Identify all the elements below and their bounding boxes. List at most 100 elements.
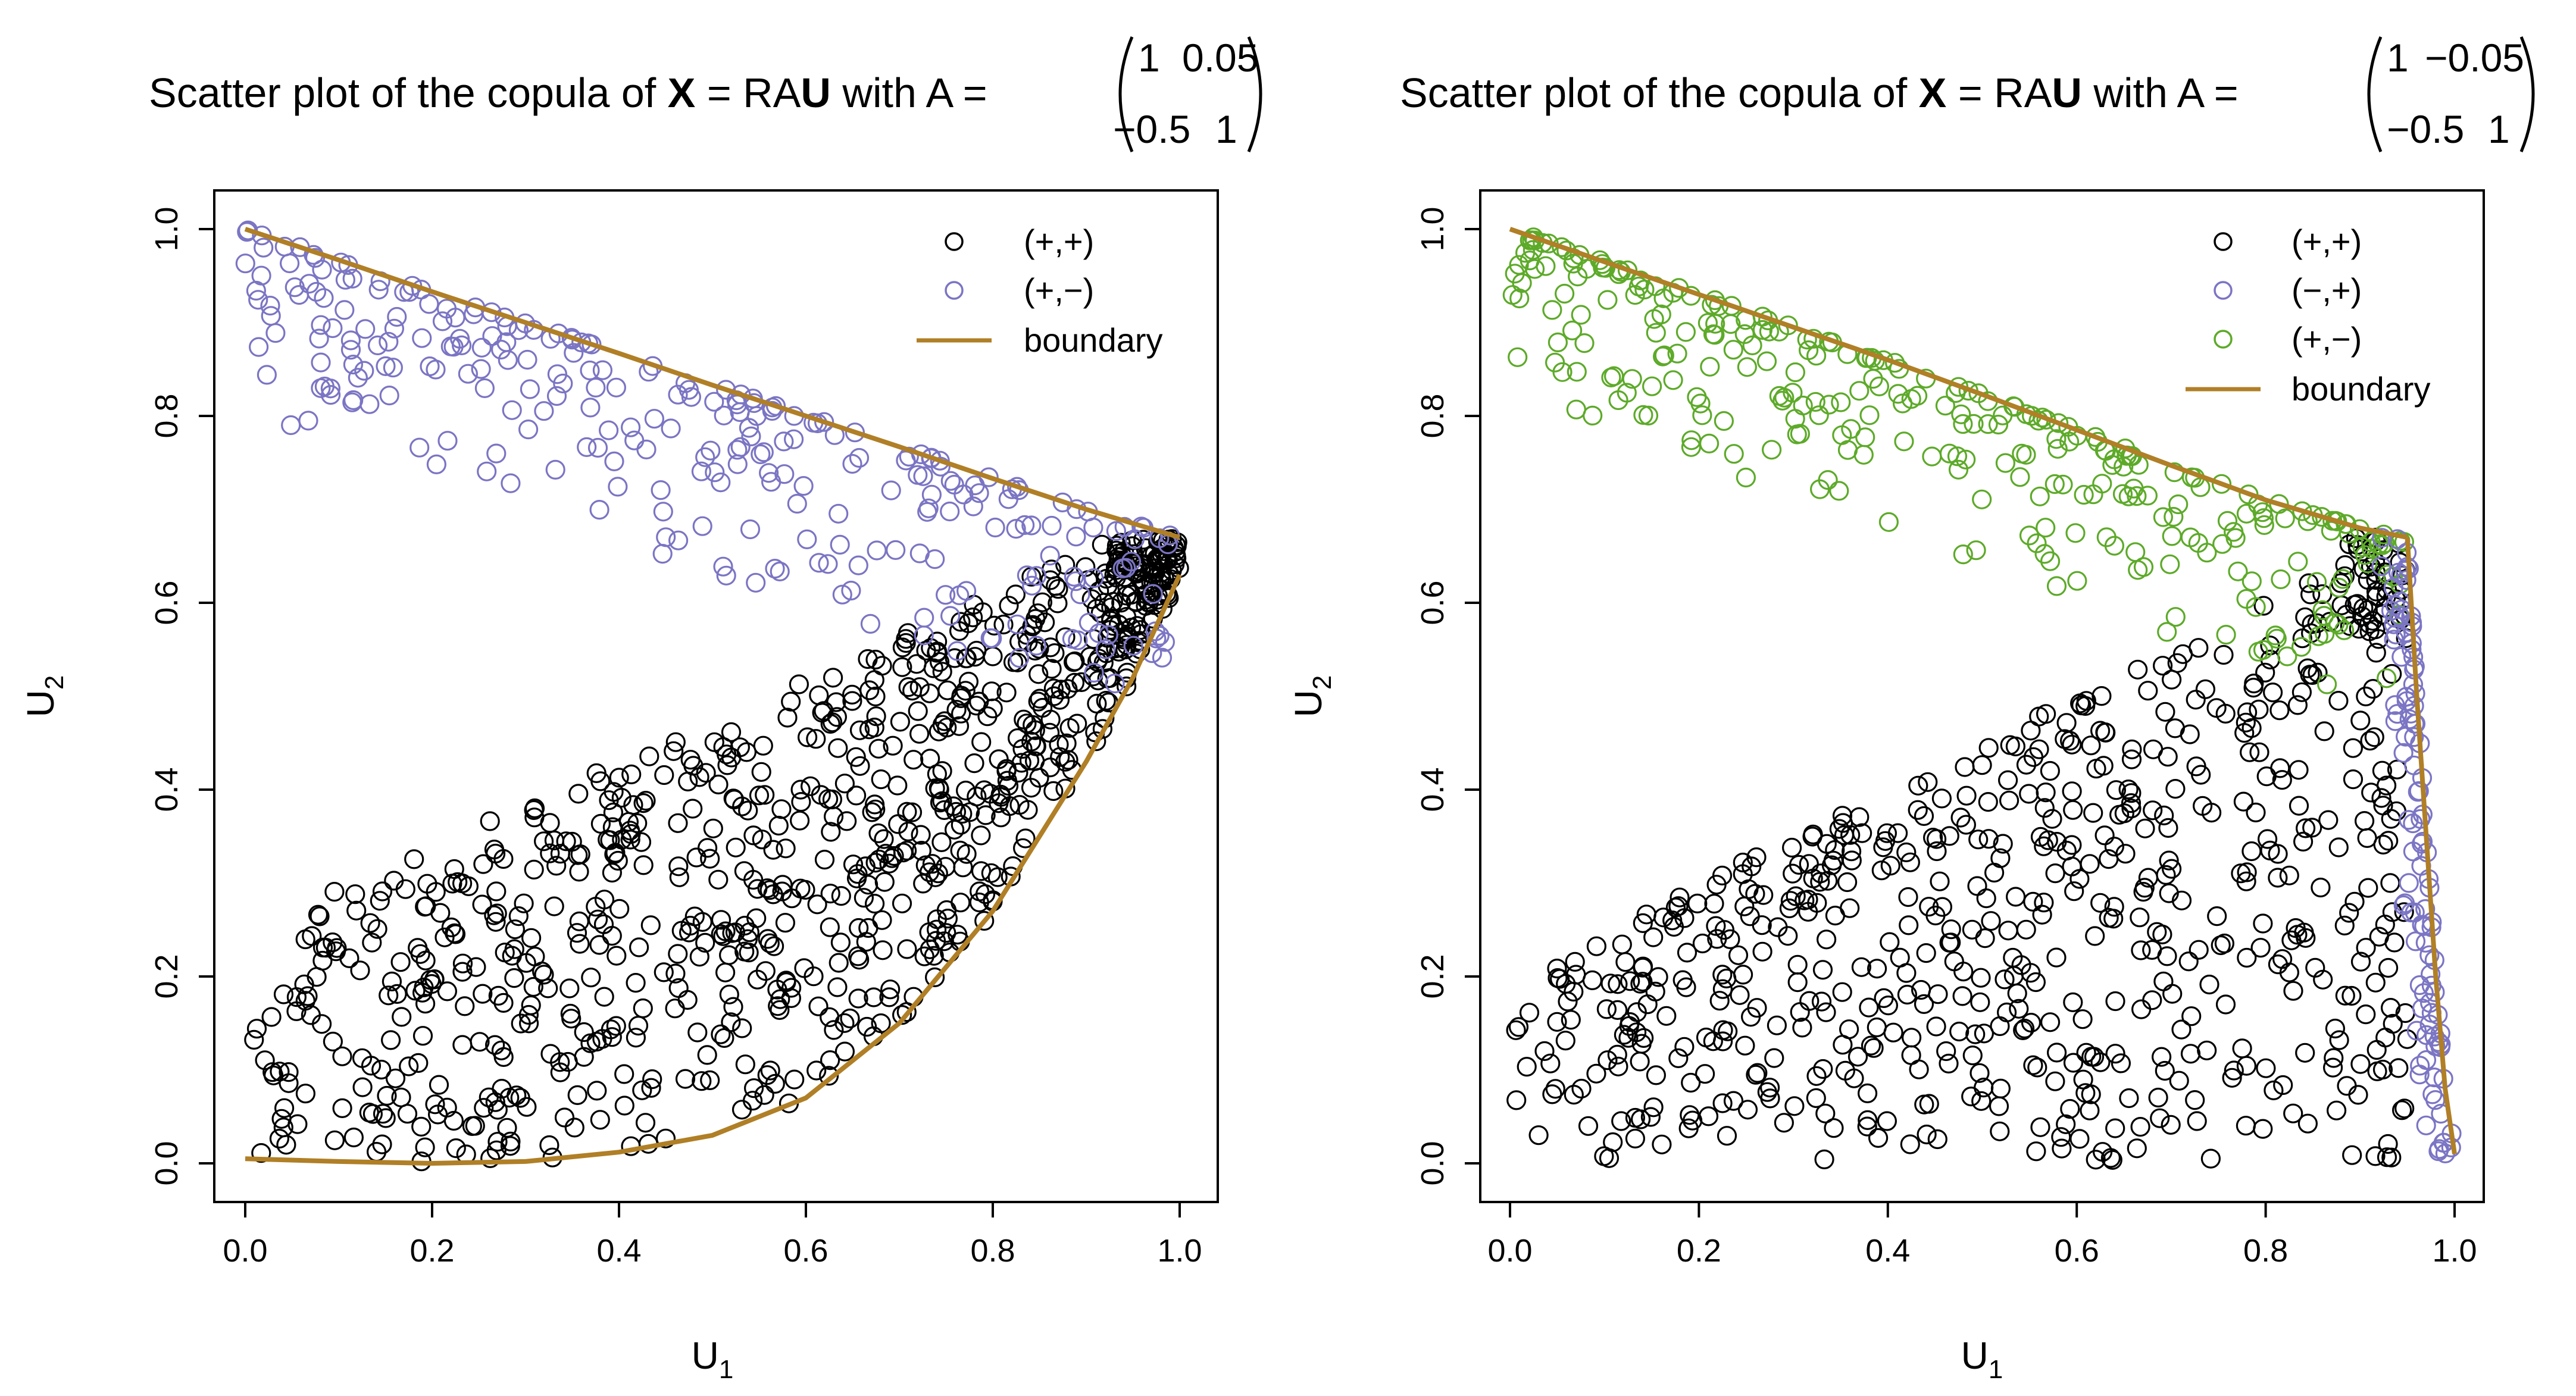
right-point-28 [2314, 721, 2334, 741]
left-point-730 [846, 868, 867, 888]
right-point-518 [1665, 897, 1686, 918]
right-point-790 [1622, 369, 1642, 389]
right-point-519 [2025, 972, 2046, 993]
left-point-495 [865, 799, 886, 819]
left-point-39 [922, 854, 943, 874]
left-point-1077 [914, 625, 934, 646]
right-x-axis-label: U1 [1961, 1334, 2003, 1384]
right-point-892 [1653, 346, 1673, 367]
right-point-32 [2186, 690, 2206, 710]
right-point-555 [2249, 742, 2269, 762]
right-point-119 [2325, 1018, 2345, 1039]
right-point-402 [1550, 969, 1570, 989]
right-point-687 [2019, 525, 2040, 546]
left-point-311 [759, 880, 780, 900]
right-point-235 [2366, 643, 2386, 663]
left-point-735 [251, 1143, 271, 1163]
right-point-354 [1923, 827, 1943, 848]
left-point-178 [913, 874, 933, 894]
left-point-592 [818, 789, 839, 809]
right-point-0 [1917, 1124, 1937, 1145]
left-point-1116 [1083, 517, 1103, 538]
left-point-575 [343, 1127, 364, 1148]
left-point-781 [831, 885, 851, 906]
right-point-491 [2142, 990, 2162, 1010]
right-point-1058 [2384, 614, 2404, 634]
right-point-973 [2406, 1021, 2427, 1041]
left-point-856 [501, 473, 521, 493]
left-point-849 [705, 462, 725, 483]
left-point-973 [261, 306, 281, 326]
right-point-412 [2327, 1100, 2347, 1120]
right-legend-pm-marker [2214, 330, 2233, 349]
left-point-554 [677, 990, 698, 1010]
right-point-609 [2189, 638, 2209, 658]
right-title-x: X [1919, 70, 1947, 116]
left-point-791 [906, 654, 927, 674]
right-point-308 [1709, 991, 1730, 1011]
left-point-288 [641, 1078, 661, 1098]
left-point-713 [279, 1062, 299, 1082]
right-point-968 [2372, 528, 2392, 548]
right-point-477 [1890, 947, 1910, 968]
right-point-381 [1840, 898, 1860, 918]
left-point-733 [1022, 616, 1042, 637]
left-point-1034 [604, 451, 624, 472]
left-point-272 [1090, 603, 1111, 623]
left-point-1046 [620, 417, 641, 437]
right-point-533 [2038, 830, 2058, 850]
left-point-292 [789, 674, 809, 694]
left-point-392 [269, 1128, 289, 1149]
right-point-190 [1981, 911, 2001, 931]
right-point-615 [2056, 840, 2077, 861]
right-point-606 [2302, 665, 2322, 686]
right-point-438 [2270, 758, 2290, 778]
right-point-282 [2072, 1009, 2093, 1029]
left-point-921 [1014, 515, 1035, 536]
left-point-968 [437, 431, 458, 451]
right-point-166 [2295, 607, 2315, 627]
right-point-429 [2121, 749, 2142, 769]
right-point-347 [2030, 1117, 2050, 1137]
right-legend-pp-label: (+,+) [2291, 223, 2362, 260]
right-point-587 [1636, 904, 1656, 925]
left-point-837 [1130, 569, 1151, 589]
right-point-500 [2099, 849, 2119, 869]
left-point-549 [1032, 592, 1053, 612]
right-point-326 [2128, 659, 2148, 680]
right-point-879 [2216, 624, 2236, 645]
left-point-155 [332, 1098, 352, 1119]
left-point-428 [866, 706, 886, 727]
right-point-353 [2162, 984, 2183, 1004]
left-point-624 [323, 932, 343, 953]
left-point-505 [864, 717, 884, 738]
right-point-8 [2389, 1058, 2409, 1078]
left-point-342 [539, 1135, 559, 1156]
right-point-1033 [2421, 964, 2441, 984]
right-point-450 [2318, 810, 2339, 830]
right-point-786 [1947, 446, 1968, 467]
left-point-295 [763, 884, 783, 904]
left-point-937 [257, 365, 277, 385]
right-point-614 [2027, 1057, 2047, 1078]
left-point-574 [824, 1020, 844, 1040]
right-point-110 [2083, 803, 2103, 823]
left-point-697 [795, 879, 815, 900]
right-point-336 [2034, 798, 2055, 818]
left-point-241 [755, 785, 775, 805]
right-point-220 [1542, 1084, 1562, 1104]
left-point-634 [734, 861, 755, 881]
right-point-603 [1832, 982, 1852, 1002]
right-point-385 [1648, 967, 1668, 987]
left-point-183 [391, 1087, 411, 1107]
right-point-498 [1640, 1107, 1661, 1127]
right-point-375 [2214, 644, 2234, 665]
left-point-545 [738, 800, 758, 821]
right-point-327 [1790, 1002, 1810, 1022]
right-point-427 [2381, 997, 2401, 1018]
right-point-410 [1984, 862, 2005, 883]
left-point-387 [806, 1060, 827, 1081]
right-point-83 [1990, 1078, 2011, 1099]
left-point-116 [871, 769, 891, 790]
left-point-938 [517, 349, 537, 370]
